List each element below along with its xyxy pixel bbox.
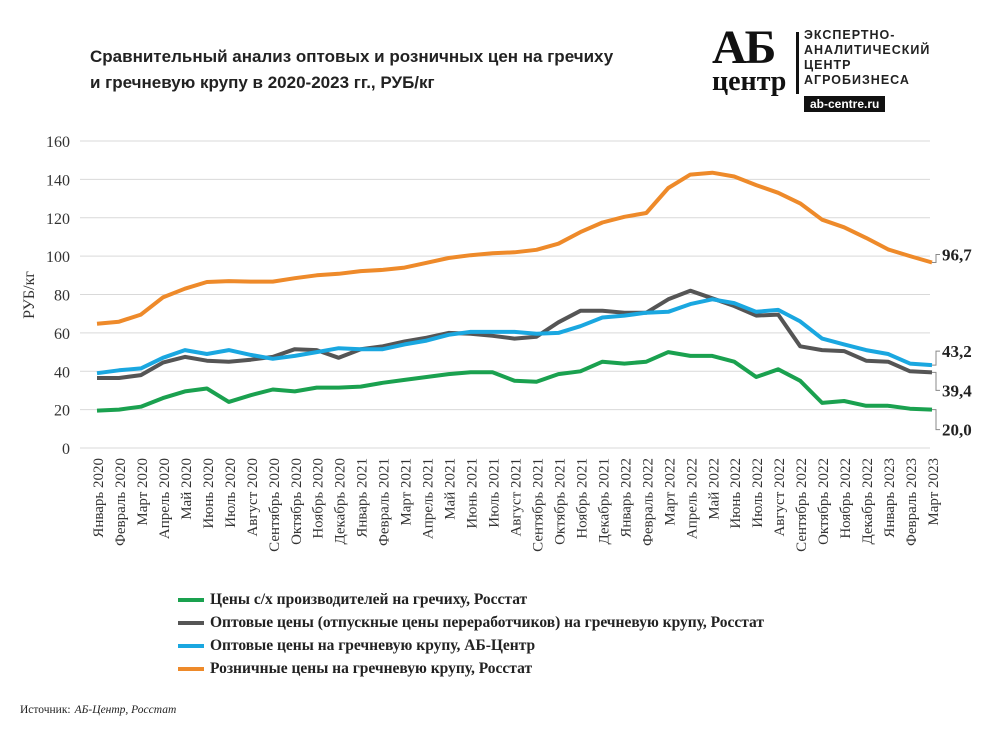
y-tick-label: 60 bbox=[54, 326, 70, 343]
y-axis-label: РУБ/кг bbox=[21, 271, 38, 319]
legend-swatch bbox=[178, 643, 204, 648]
x-tick-label: Октябрь 2022 bbox=[816, 458, 832, 545]
x-tick-label: Ноябрь 2020 bbox=[311, 458, 327, 539]
x-tick-label: Июль 2021 bbox=[487, 458, 503, 528]
legend-swatch bbox=[178, 666, 204, 671]
x-tick-label: Февраль 2023 bbox=[904, 458, 920, 546]
x-tick-label: Март 2022 bbox=[662, 458, 678, 526]
x-tick-label: Июнь 2022 bbox=[728, 458, 744, 529]
source-label: Источник: bbox=[20, 704, 71, 716]
x-tick-label: Февраль 2021 bbox=[377, 458, 393, 546]
x-tick-label: Январь 2020 bbox=[91, 458, 107, 538]
legend-swatch bbox=[178, 620, 204, 625]
x-tick-label: Декабрь 2022 bbox=[860, 458, 876, 545]
x-tick-label: Август 2021 bbox=[509, 458, 525, 537]
x-tick-label: Февраль 2022 bbox=[640, 458, 656, 546]
x-tick-label: Январь 2021 bbox=[355, 458, 371, 538]
x-tick-label: Май 2020 bbox=[179, 458, 195, 520]
legend-swatch bbox=[178, 597, 204, 602]
x-tick-label: Сентябрь 2022 bbox=[794, 458, 810, 552]
x-tick-label: Апрель 2022 bbox=[684, 458, 700, 539]
x-tick-label: Июль 2022 bbox=[750, 458, 766, 528]
series-line bbox=[97, 288, 933, 380]
chart-title: Сравнительный анализ оптовых и розничных… bbox=[90, 44, 690, 96]
x-tick-label: Январь 2022 bbox=[618, 458, 634, 538]
legend-label: Цены с/х производителей на гречиху, Росс… bbox=[210, 590, 528, 608]
x-tick-label: Январь 2023 bbox=[882, 458, 898, 538]
data-label-leader bbox=[932, 371, 940, 391]
y-tick-label: 120 bbox=[46, 211, 70, 228]
source-note: Источник: АБ-Центр, Росстат bbox=[20, 704, 176, 716]
legend-label: Оптовые цены на гречневую крупу, АБ-Цент… bbox=[210, 636, 536, 654]
y-tick-label: 20 bbox=[54, 403, 70, 420]
x-tick-label: Апрель 2020 bbox=[157, 458, 173, 539]
x-tick-label: Апрель 2021 bbox=[421, 458, 437, 539]
x-tick-label: Декабрь 2020 bbox=[333, 458, 349, 545]
legend: Цены с/х производителей на гречиху, Росс… bbox=[178, 588, 764, 680]
data-label: 43,2 bbox=[942, 342, 972, 361]
x-tick-label: Август 2020 bbox=[245, 458, 261, 537]
x-tick-label: Октябрь 2020 bbox=[289, 458, 305, 545]
source-value: АБ-Центр, Росстат bbox=[74, 704, 177, 716]
data-label-leader bbox=[932, 350, 940, 366]
legend-item: Оптовые цены на гречневую крупу, АБ-Цент… bbox=[178, 634, 764, 657]
x-tick-label: Февраль 2020 bbox=[113, 458, 129, 546]
x-tick-label: Июль 2020 bbox=[223, 458, 239, 528]
x-tick-label: Июнь 2021 bbox=[465, 458, 481, 529]
chart-title-line-2: и гречневую крупу в 2020-2023 гг., РУБ/к… bbox=[90, 73, 435, 92]
legend-label: Оптовые цены (отпускные цены переработчи… bbox=[210, 613, 765, 631]
x-tick-label: Декабрь 2021 bbox=[596, 458, 612, 545]
logo-divider bbox=[796, 32, 799, 94]
series-line bbox=[96, 170, 933, 326]
legend-item: Цены с/х производителей на гречиху, Росс… bbox=[178, 588, 764, 611]
x-tick-label: Ноябрь 2021 bbox=[574, 458, 590, 539]
logo-mark-top: АБ bbox=[712, 21, 776, 74]
x-tick-label: Сентябрь 2020 bbox=[267, 458, 283, 552]
x-tick-label: Март 2023 bbox=[926, 458, 942, 526]
x-tick-label: Сентябрь 2021 bbox=[530, 458, 546, 552]
logo-mark-bottom: центр bbox=[712, 66, 787, 97]
x-tick-label: Май 2021 bbox=[443, 458, 459, 520]
data-label-leader bbox=[932, 409, 940, 431]
series-line bbox=[96, 350, 933, 413]
ab-centre-logo: АБ центр ЭКСПЕРТНО- АНАЛИТИЧЕСКИЙ ЦЕНТР … bbox=[712, 21, 972, 118]
y-tick-label: 140 bbox=[46, 172, 70, 189]
x-tick-label: Август 2022 bbox=[772, 458, 788, 537]
legend-item: Оптовые цены (отпускные цены переработчи… bbox=[178, 611, 764, 634]
y-tick-label: 160 bbox=[46, 134, 70, 151]
x-tick-label: Март 2021 bbox=[399, 458, 415, 526]
data-label: 39,4 bbox=[942, 381, 972, 400]
legend-item: Розничные цены на гречневую крупу, Росст… bbox=[178, 657, 764, 680]
x-tick-label: Ноябрь 2022 bbox=[838, 458, 854, 539]
data-label: 20,0 bbox=[942, 421, 972, 440]
data-label: 96,7 bbox=[942, 245, 972, 264]
x-tick-label: Май 2022 bbox=[706, 458, 722, 520]
y-tick-label: 0 bbox=[62, 441, 70, 458]
y-tick-label: 40 bbox=[54, 364, 70, 381]
x-tick-label: Март 2020 bbox=[135, 458, 151, 526]
series-line bbox=[96, 297, 933, 376]
y-tick-label: 100 bbox=[46, 249, 70, 266]
logo-url: ab-centre.ru bbox=[804, 96, 886, 112]
logo-text: ЭКСПЕРТНО- АНАЛИТИЧЕСКИЙ ЦЕНТР АГРОБИЗНЕ… bbox=[804, 28, 931, 87]
data-label-leader bbox=[932, 253, 940, 263]
x-tick-label: Июнь 2020 bbox=[201, 458, 217, 529]
legend-label: Розничные цены на гречневую крупу, Росст… bbox=[210, 659, 533, 677]
x-tick-label: Октябрь 2021 bbox=[552, 458, 568, 545]
y-tick-label: 80 bbox=[54, 288, 70, 305]
chart-title-line-1: Сравнительный анализ оптовых и розничных… bbox=[90, 47, 614, 66]
